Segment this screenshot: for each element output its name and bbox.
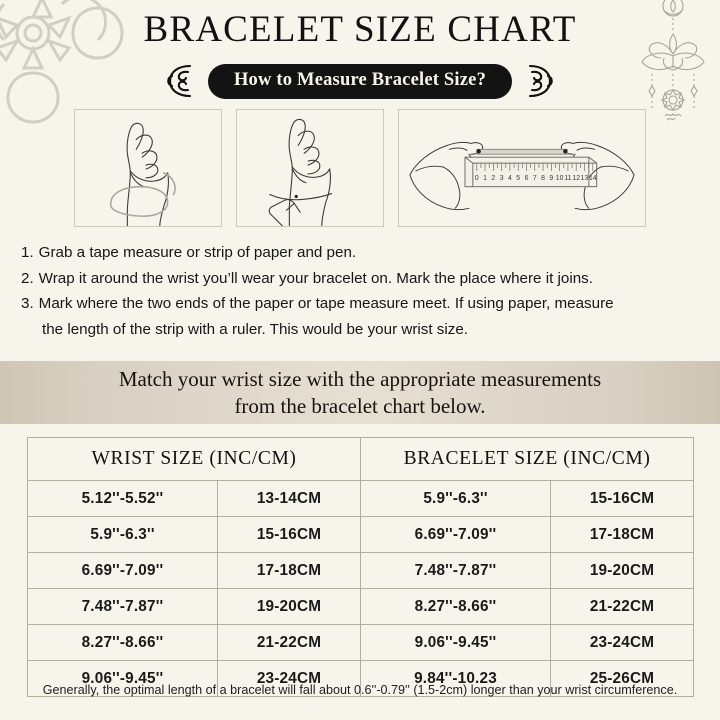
table-cell: 17-18CM xyxy=(216,552,362,589)
table-cell: 9.06''-9.45'' xyxy=(27,660,218,697)
column-header-wrist-size: WRIST SIZE (INC/CM) xyxy=(26,437,362,481)
svg-text:4: 4 xyxy=(508,175,512,182)
flourish-ornament-icon xyxy=(167,64,192,98)
page-title: BRACELET SIZE CHART xyxy=(143,9,577,50)
banner-line-2: from the bracelet chart below. xyxy=(234,393,486,418)
svg-text:7: 7 xyxy=(533,175,537,182)
illustration-panels: 0 1 2 3 4 5 6 7 8 9 10 11 12 13 14 xyxy=(0,109,720,227)
hand-with-pen-marking-icon xyxy=(268,118,333,226)
table-cell: 23-24CM xyxy=(550,624,695,661)
table-cell: 21-22CM xyxy=(550,588,695,625)
panel-step-1 xyxy=(74,109,222,227)
table-row: 9.06''-9.45'' 23-24CM 9.84''-10.23 25-26CM xyxy=(27,660,695,697)
table-cell: 21-22CM xyxy=(216,624,362,661)
table-cell: 5.9''-6.3'' xyxy=(360,480,552,517)
svg-text:3: 3 xyxy=(500,175,504,182)
table-cell: 5.12''-5.52'' xyxy=(27,480,218,517)
table-cell: 19-20CM xyxy=(550,552,695,589)
table-cell: 9.06''-9.45'' xyxy=(360,624,552,661)
match-banner: Match your wrist size with the appropria… xyxy=(0,361,720,424)
hands-measuring-strip-with-ruler-icon: 0 1 2 3 4 5 6 7 8 9 10 11 12 13 14 xyxy=(409,141,635,211)
svg-text:6: 6 xyxy=(525,175,529,182)
list-item: 3. Mark where the two ends of the paper … xyxy=(21,291,707,317)
table-row: 6.69''-7.09'' 17-18CM 7.48''-7.87'' 19-20CM xyxy=(27,552,695,589)
svg-text:11: 11 xyxy=(564,175,571,182)
size-table-wrapper: WRIST SIZE (INC/CM) BRACELET SIZE (INC/C… xyxy=(26,437,695,697)
svg-text:9: 9 xyxy=(549,175,553,182)
table-row: 8.27''-8.66'' 21-22CM 9.06''-9.45'' 23-24CM xyxy=(27,624,695,661)
table-cell: 25-26CM xyxy=(550,660,695,697)
panel-step-3: 0 1 2 3 4 5 6 7 8 9 10 11 12 13 14 xyxy=(398,109,646,227)
svg-text:0: 0 xyxy=(475,175,479,182)
step-text: Mark where the two ends of the paper or … xyxy=(38,295,614,312)
table-cell: 6.69''-7.09'' xyxy=(360,516,552,553)
list-item: 2. Wrap it around the wrist you’ll wear … xyxy=(21,266,707,292)
svg-text:13: 13 xyxy=(581,175,589,182)
table-row: 5.12''-5.52'' 13-14CM 5.9''-6.3'' 15-16CM xyxy=(27,480,695,517)
table-row: 5.9''-6.3'' 15-16CM 6.69''-7.09'' 17-18CM xyxy=(27,516,695,553)
badge-row: How to Measure Bracelet Size? xyxy=(0,62,720,100)
step-text: Grab a tape measure or strip of paper an… xyxy=(38,244,357,261)
banner-line-1: Match your wrist size with the appropria… xyxy=(118,366,602,391)
size-table: WRIST SIZE (INC/CM) BRACELET SIZE (INC/C… xyxy=(26,437,695,697)
step-number: 3. xyxy=(21,295,34,312)
panel-step-2 xyxy=(236,109,384,227)
svg-text:14: 14 xyxy=(589,175,597,182)
svg-text:8: 8 xyxy=(541,175,545,182)
table-cell: 17-18CM xyxy=(550,516,695,553)
svg-text:5: 5 xyxy=(516,175,520,182)
svg-text:2: 2 xyxy=(491,175,495,182)
column-header-bracelet-size: BRACELET SIZE (INC/CM) xyxy=(360,437,695,481)
table-cell: 6.69''-7.09'' xyxy=(27,552,218,589)
flourish-ornament-icon xyxy=(528,64,553,98)
table-cell: 23-24CM xyxy=(216,660,362,697)
hand-with-tape-measure-icon xyxy=(109,122,176,226)
table-cell: 7.48''-7.87'' xyxy=(360,552,552,589)
instruction-steps: 1. Grab a tape measure or strip of paper… xyxy=(21,240,707,342)
svg-text:10: 10 xyxy=(556,175,564,182)
table-cell: 13-14CM xyxy=(216,480,362,517)
list-item: 1. Grab a tape measure or strip of paper… xyxy=(21,240,707,266)
table-cell: 9.84''-10.23 xyxy=(360,660,552,697)
how-to-measure-badge: How to Measure Bracelet Size? xyxy=(207,63,513,99)
ruler-ticks xyxy=(476,163,594,171)
table-row: 7.48''-7.87'' 19-20CM 8.27''-8.66'' 21-22CM xyxy=(27,588,695,625)
table-cell: 15-16CM xyxy=(550,480,695,517)
table-cell: 19-20CM xyxy=(216,588,362,625)
table-cell: 7.48''-7.87'' xyxy=(27,588,218,625)
step-text: Wrap it around the wrist you’ll wear you… xyxy=(38,269,593,287)
table-header-row: WRIST SIZE (INC/CM) BRACELET SIZE (INC/C… xyxy=(26,437,695,481)
svg-text:1: 1 xyxy=(483,175,487,182)
svg-text:12: 12 xyxy=(572,175,580,182)
footer-note: Generally, the optimal length of a brace… xyxy=(42,683,678,697)
step-number: 2. xyxy=(21,269,34,287)
step-continuation: the length of the strip with a ruler. Th… xyxy=(42,320,469,338)
step-number: 1. xyxy=(21,244,34,261)
table-cell: 8.27''-8.66'' xyxy=(360,588,552,625)
table-cell: 15-16CM xyxy=(216,516,362,553)
table-cell: 8.27''-8.66'' xyxy=(27,624,218,661)
table-body: 5.12''-5.52'' 13-14CM 5.9''-6.3'' 15-16CM 5.… xyxy=(27,480,695,697)
table-cell: 5.9''-6.3'' xyxy=(27,516,218,553)
ruler-tick-labels: 0 1 2 3 4 5 6 7 8 9 10 11 12 13 14 xyxy=(475,175,597,182)
